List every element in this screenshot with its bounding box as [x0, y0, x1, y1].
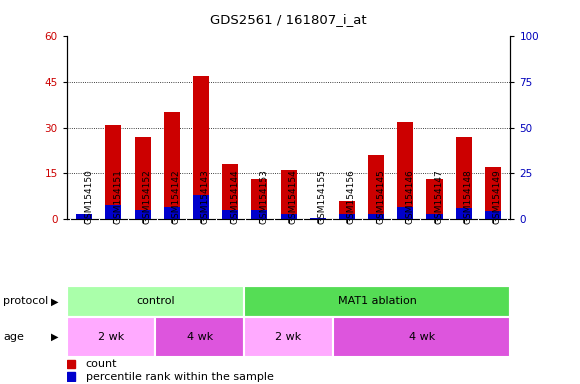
- Text: GSM154155: GSM154155: [318, 169, 327, 224]
- Bar: [135, 210, 151, 219]
- Bar: [67, 359, 75, 368]
- Bar: [244, 317, 333, 357]
- Bar: [456, 208, 472, 219]
- Text: protocol: protocol: [3, 296, 48, 306]
- Bar: [164, 113, 180, 219]
- Text: GSM154145: GSM154145: [376, 169, 385, 224]
- Bar: [310, 218, 326, 219]
- Bar: [67, 317, 155, 357]
- Text: percentile rank within the sample: percentile rank within the sample: [86, 372, 274, 382]
- Text: GSM154148: GSM154148: [463, 169, 473, 224]
- Text: GSM154143: GSM154143: [201, 169, 210, 224]
- Bar: [155, 317, 244, 357]
- Bar: [67, 286, 244, 317]
- Text: 4 wk: 4 wk: [408, 332, 435, 342]
- Text: GSM154154: GSM154154: [288, 169, 298, 224]
- Text: ▶: ▶: [50, 332, 58, 342]
- Bar: [67, 372, 75, 381]
- Text: ▶: ▶: [50, 296, 58, 306]
- Bar: [222, 164, 238, 219]
- Bar: [368, 155, 384, 219]
- Bar: [426, 214, 443, 219]
- Text: age: age: [3, 332, 24, 342]
- Text: GSM154156: GSM154156: [347, 169, 356, 224]
- Bar: [333, 317, 510, 357]
- Bar: [193, 76, 209, 219]
- Bar: [76, 217, 92, 219]
- Bar: [485, 167, 501, 219]
- Text: count: count: [86, 359, 117, 369]
- Text: 2 wk: 2 wk: [276, 332, 302, 342]
- Text: 2 wk: 2 wk: [98, 332, 124, 342]
- Text: control: control: [136, 296, 175, 306]
- Bar: [251, 210, 267, 219]
- Bar: [397, 122, 414, 219]
- Bar: [397, 207, 414, 219]
- Text: GSM154151: GSM154151: [114, 169, 122, 224]
- Bar: [339, 214, 355, 219]
- Bar: [135, 137, 151, 219]
- Bar: [193, 195, 209, 219]
- Bar: [222, 210, 238, 219]
- Bar: [456, 137, 472, 219]
- Bar: [426, 179, 443, 219]
- Bar: [106, 205, 121, 219]
- Text: GSM154146: GSM154146: [405, 169, 414, 224]
- Bar: [251, 179, 267, 219]
- Bar: [76, 214, 92, 219]
- Text: GSM154150: GSM154150: [84, 169, 93, 224]
- Bar: [281, 214, 296, 219]
- Text: 4 wk: 4 wk: [187, 332, 213, 342]
- Text: GDS2561 / 161807_i_at: GDS2561 / 161807_i_at: [210, 13, 367, 26]
- Bar: [368, 214, 384, 219]
- Text: GSM154153: GSM154153: [259, 169, 269, 224]
- Text: GSM154149: GSM154149: [493, 169, 502, 224]
- Text: GSM154152: GSM154152: [143, 169, 151, 224]
- Bar: [106, 125, 121, 219]
- Bar: [244, 286, 510, 317]
- Text: MAT1 ablation: MAT1 ablation: [338, 296, 416, 306]
- Bar: [310, 218, 326, 219]
- Text: GSM154147: GSM154147: [434, 169, 444, 224]
- Text: GSM154142: GSM154142: [172, 170, 181, 224]
- Bar: [339, 200, 355, 219]
- Bar: [485, 211, 501, 219]
- Bar: [164, 207, 180, 219]
- Text: GSM154144: GSM154144: [230, 170, 239, 224]
- Bar: [281, 170, 296, 219]
